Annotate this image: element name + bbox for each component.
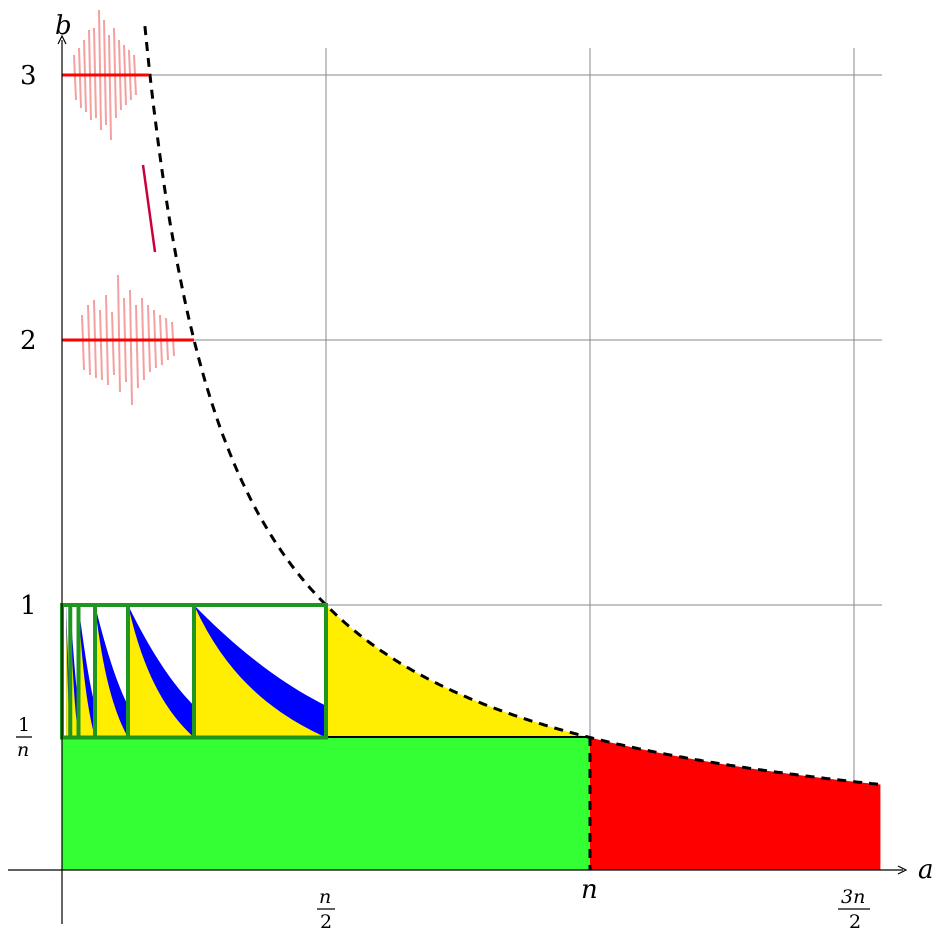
hyperbola-curve — [143, 25, 881, 786]
x-axis-arrow — [897, 865, 908, 875]
yellow-region-0 — [194, 605, 326, 738]
green-rectangle — [62, 737, 590, 870]
y-axis-label: b — [55, 11, 72, 41]
y-tick-one-over-n: 1 n — [16, 714, 32, 761]
y-tick-3: 3 — [20, 61, 37, 91]
y-tick-denominator: n — [17, 739, 29, 761]
red-sketch-marks — [62, 9, 194, 406]
x-tick-half-denominator: 2 — [320, 911, 332, 933]
white-gap-2 — [95, 605, 128, 706]
x-tick-n-half: n 2 — [317, 886, 335, 933]
yellow-region-3 — [78, 605, 95, 738]
axes — [8, 34, 908, 924]
red-region — [590, 737, 881, 870]
shaded-regions — [62, 605, 881, 870]
red-curve-fragment — [141, 164, 157, 253]
yellow-region-1 — [128, 605, 194, 738]
yellow-region-4 — [70, 605, 79, 738]
y-tick-numerator: 1 — [18, 714, 30, 736]
white-gap-4 — [70, 605, 79, 706]
x-tick-3half-denominator: 2 — [849, 911, 861, 933]
y-axis-arrow — [57, 34, 67, 45]
yellow-region-main — [326, 605, 590, 738]
white-gap-3 — [78, 605, 95, 706]
white-gap-1 — [128, 605, 194, 706]
y-tick-1: 1 — [20, 591, 37, 621]
x-tick-3half-numerator: 3n — [841, 886, 865, 908]
x-tick-half-numerator: n — [319, 886, 331, 908]
x-tick-3n-half: 3n 2 — [838, 886, 870, 933]
x-axis-label: a — [918, 855, 933, 885]
yellow-region-2 — [95, 605, 128, 738]
yellow-region-5 — [66, 605, 71, 738]
white-gap-0 — [194, 605, 326, 706]
x-tick-n: n — [581, 875, 598, 905]
y-tick-2: 2 — [20, 326, 37, 356]
